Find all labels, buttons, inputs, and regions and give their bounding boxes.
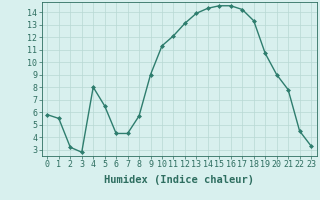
X-axis label: Humidex (Indice chaleur): Humidex (Indice chaleur)	[104, 175, 254, 185]
